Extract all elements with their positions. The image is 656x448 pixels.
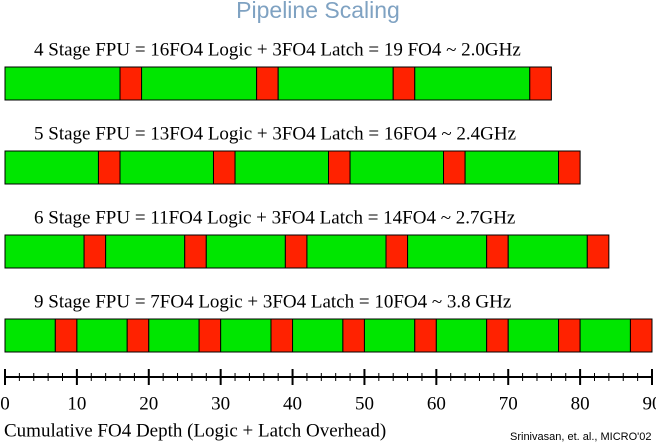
x-tick-label: 20	[139, 393, 158, 414]
logic-segment	[4, 318, 56, 353]
latch-segment	[629, 318, 653, 353]
logic-segment	[4, 150, 99, 185]
latch-segment	[342, 318, 365, 353]
logic-segment	[4, 234, 85, 269]
latch-segment	[54, 318, 78, 353]
x-tick-label: 50	[355, 393, 374, 414]
logic-segment	[119, 150, 214, 185]
latch-segment	[392, 66, 416, 101]
logic-segment	[349, 150, 445, 185]
latch-segment	[97, 150, 121, 185]
latch-segment	[486, 234, 509, 269]
latch-segment	[126, 318, 150, 353]
row-label: 4 Stage FPU = 16FO4 Logic + 3FO4 Latch =…	[34, 39, 521, 60]
logic-segment	[306, 234, 387, 269]
row-label: 6 Stage FPU = 11FO4 Logic + 3FO4 Latch =…	[34, 207, 515, 228]
logic-segment	[407, 234, 488, 269]
latch-segment	[212, 150, 236, 185]
latch-segment	[486, 318, 509, 353]
row-label: 5 Stage FPU = 13FO4 Logic + 3FO4 Latch =…	[34, 123, 516, 144]
latch-segment	[558, 150, 581, 185]
chart-title: Pipeline Scaling	[236, 0, 400, 23]
logic-segment	[363, 318, 416, 353]
logic-segment	[220, 318, 272, 353]
logic-segment	[292, 318, 344, 353]
latch-segment	[385, 234, 409, 269]
x-tick-label: 80	[571, 393, 590, 414]
latch-segment	[284, 234, 308, 269]
latch-segment	[83, 234, 107, 269]
logic-segment	[414, 66, 531, 101]
latch-segment	[328, 150, 351, 185]
latch-segment	[586, 234, 610, 269]
x-tick-label: 30	[211, 393, 230, 414]
logic-segment	[579, 318, 631, 353]
latch-segment	[558, 318, 581, 353]
latch-segment	[256, 66, 279, 101]
x-tick-label: 10	[67, 393, 86, 414]
logic-segment	[234, 150, 330, 185]
x-axis-label: Cumulative FO4 Depth (Logic + Latch Over…	[4, 420, 386, 441]
latch-segment	[198, 318, 222, 353]
x-tick-label: 70	[499, 393, 518, 414]
logic-segment	[435, 318, 488, 353]
latch-segment	[184, 234, 207, 269]
x-tick-label: 40	[283, 393, 302, 414]
logic-segment	[4, 66, 121, 101]
latch-segment	[119, 66, 143, 101]
logic-segment	[76, 318, 128, 353]
x-tick-label: 90	[643, 393, 656, 414]
latch-segment	[270, 318, 294, 353]
latch-segment	[414, 318, 437, 353]
logic-segment	[205, 234, 286, 269]
row-label: 9 Stage FPU = 7FO4 Logic + 3FO4 Latch = …	[34, 291, 511, 312]
logic-segment	[464, 150, 560, 185]
x-tick-label: 60	[427, 393, 446, 414]
logic-segment	[141, 66, 258, 101]
latch-segment	[529, 66, 552, 101]
source-note: Srinivasan, et. al., MICRO'02	[510, 431, 652, 443]
logic-segment	[148, 318, 200, 353]
latch-segment	[443, 150, 466, 185]
logic-segment	[105, 234, 186, 269]
x-tick-label: 0	[0, 393, 10, 414]
logic-segment	[507, 318, 560, 353]
logic-segment	[277, 66, 394, 101]
logic-segment	[507, 234, 588, 269]
